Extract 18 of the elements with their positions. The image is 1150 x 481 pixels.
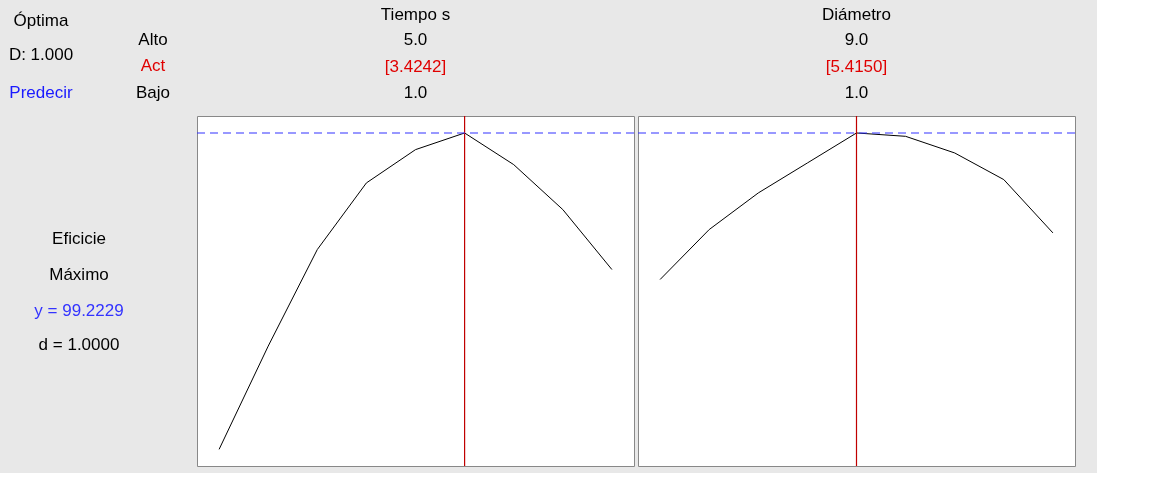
text: Máximo xyxy=(49,265,109,284)
text: Alto xyxy=(138,30,168,49)
text: d = 1.0000 xyxy=(38,335,120,354)
text: [3.4242] xyxy=(384,56,447,76)
text: D: 1.000 xyxy=(8,45,74,64)
text: 1.0 xyxy=(844,83,869,102)
text: Act xyxy=(140,56,166,75)
text: 5.0 xyxy=(403,30,428,49)
text: Bajo xyxy=(135,83,171,102)
text: [5.4150] xyxy=(825,56,888,76)
chart-title: Tiempo s xyxy=(380,5,451,24)
text: 9.0 xyxy=(844,30,869,49)
text: 1.0 xyxy=(403,83,428,102)
text: Eficicie xyxy=(52,229,106,248)
text: y = 99.2229 xyxy=(34,301,124,320)
chart-title: Diámetro xyxy=(822,5,891,24)
text: Óptima xyxy=(13,11,69,30)
text: Predecir xyxy=(9,83,73,102)
